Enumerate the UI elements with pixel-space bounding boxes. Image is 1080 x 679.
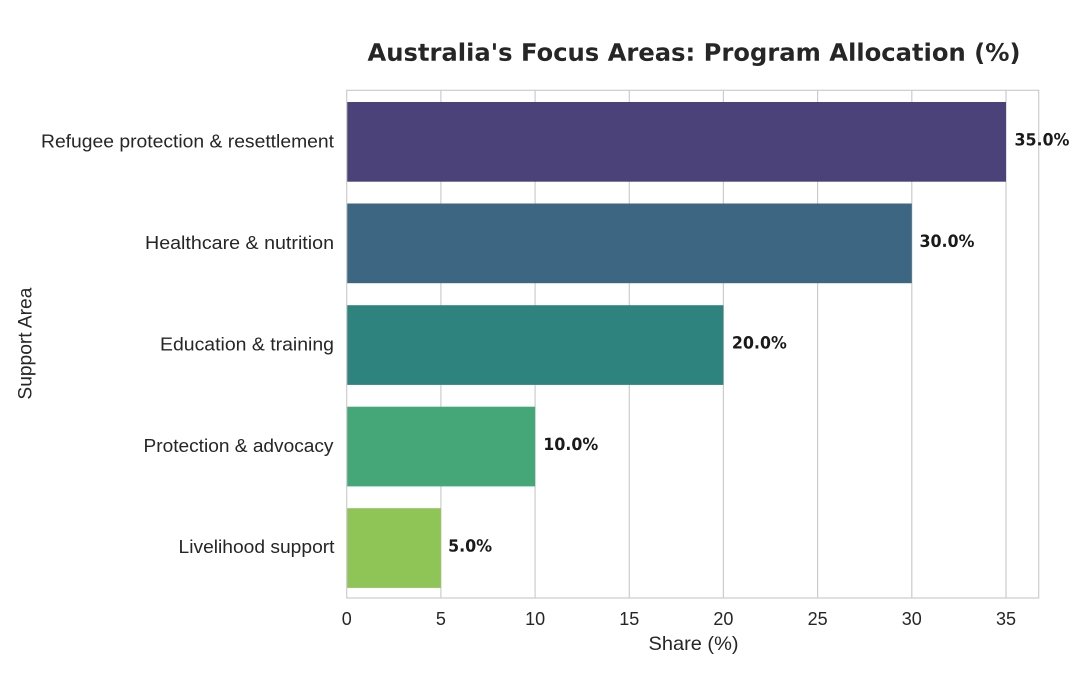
svg-text:Support Area: Support Area	[15, 287, 37, 399]
svg-text:25: 25	[808, 609, 828, 629]
svg-text:Share (%): Share (%)	[649, 633, 739, 655]
svg-text:35: 35	[996, 609, 1016, 629]
svg-text:Protection & advocacy: Protection & advocacy	[144, 436, 334, 456]
svg-text:0: 0	[342, 609, 352, 629]
svg-text:Livelihood support: Livelihood support	[179, 537, 335, 557]
svg-text:15: 15	[619, 609, 639, 629]
svg-text:20: 20	[713, 609, 733, 629]
svg-text:10: 10	[525, 609, 545, 629]
svg-text:Education & training: Education & training	[160, 334, 334, 354]
svg-text:Refugee protection & resettlem: Refugee protection & resettlement	[41, 132, 334, 152]
svg-text:Healthcare & nutrition: Healthcare & nutrition	[145, 233, 334, 253]
svg-text:30: 30	[902, 609, 922, 629]
svg-text:5: 5	[436, 609, 446, 629]
